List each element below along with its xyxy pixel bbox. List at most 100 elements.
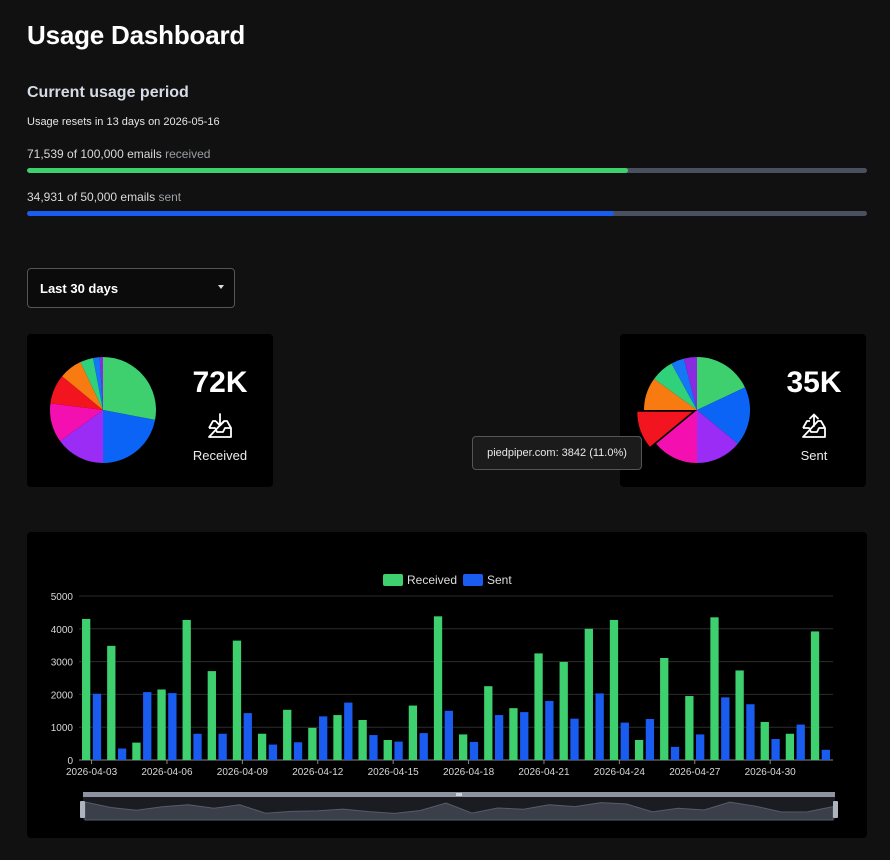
received-pie-slice[interactable] [60,410,103,463]
sent-bar[interactable] [570,718,579,760]
legend-label-received[interactable]: Received [407,573,457,587]
chart-legend[interactable]: Received Sent [383,573,512,587]
sent-pie-slice[interactable] [671,358,697,410]
sent-bar[interactable] [268,744,278,760]
sent-bar[interactable] [369,735,378,760]
received-bar[interactable] [609,619,619,760]
y-tick-label: 2000 [51,690,74,701]
received-bar[interactable] [132,742,141,760]
received-bar[interactable] [283,709,292,760]
sent-pie-slice[interactable] [654,363,697,410]
sent-bar[interactable] [771,739,780,760]
received-bar[interactable] [710,617,719,760]
received-pie-slice[interactable] [50,376,103,410]
y-tick-label: 1000 [51,723,74,734]
received-bar[interactable] [685,696,694,760]
sent-bar[interactable] [344,702,353,760]
received-pie-slice[interactable] [93,357,103,410]
received-bar[interactable] [584,628,593,760]
sent-pie-slice[interactable] [637,411,693,447]
sent-bar[interactable] [419,733,428,760]
sent-bar[interactable] [394,741,403,760]
sent-bar[interactable] [243,713,252,760]
daily-email-bar-chart: Received Sent 0 1000 2000 3000 4000 5000 2026… [51,573,838,821]
sent-bar[interactable] [293,742,303,760]
sent-bar[interactable] [319,716,328,760]
received-pie-slice[interactable] [50,403,103,442]
received-bar[interactable] [358,719,367,760]
received-bar[interactable] [534,653,543,760]
received-bar[interactable] [333,715,342,760]
received-bar[interactable] [82,618,91,760]
sent-pie-slice[interactable] [644,378,697,410]
zoom-handle-left[interactable] [80,801,85,818]
sent-pie-slice[interactable] [697,410,738,463]
sent-bar[interactable] [168,693,177,760]
sent-bar[interactable] [494,715,504,760]
sent-total: 35K [786,366,842,399]
sent-pie-slice[interactable] [697,387,750,444]
received-bar[interactable] [459,734,468,760]
caret-down-icon [218,285,224,289]
legend-label-sent[interactable]: Sent [487,573,512,587]
sent-bar[interactable] [193,733,202,760]
legend-swatch-received[interactable] [383,574,403,586]
received-pie-slice[interactable] [80,357,103,410]
received-pie-slice[interactable] [103,410,156,463]
received-bar[interactable] [509,708,518,760]
received-bar[interactable] [735,670,744,760]
sent-bar[interactable] [520,712,529,760]
received-bar[interactable] [559,661,568,760]
sent-bar[interactable] [721,697,730,760]
x-tick-label: 2026-04-09 [217,767,269,778]
sent-bar[interactable] [545,700,554,760]
sent-suffix: sent [158,190,182,204]
received-bar[interactable] [383,739,392,760]
received-pie-slice[interactable] [99,357,103,410]
received-bar[interactable] [660,657,669,760]
x-tick-label: 2026-04-30 [745,767,797,778]
received-bar[interactable] [433,616,443,760]
sent-bar[interactable] [469,741,479,760]
sent-bar[interactable] [796,724,805,760]
received-pie-slice[interactable] [103,357,156,420]
sent-bar[interactable] [143,692,152,760]
date-range-select[interactable]: Last 30 days [27,268,235,308]
sent-bar[interactable] [645,719,655,760]
sent-bar[interactable] [620,722,629,760]
received-bar[interactable] [107,645,116,760]
received-bar[interactable] [760,721,769,760]
y-tick-label: 4000 [51,625,74,636]
sent-bar[interactable] [92,693,102,760]
sent-pie-slice[interactable] [656,410,697,463]
sent-pie-chart[interactable] [636,351,756,471]
sent-bar[interactable] [444,710,453,760]
sent-pie-slice[interactable] [683,357,697,410]
received-bar[interactable] [810,631,820,760]
received-bar[interactable] [785,733,795,760]
sent-bar[interactable] [670,746,680,760]
zoom-slider-grip-icon[interactable] [456,793,462,796]
received-pie-chart[interactable] [43,351,163,471]
received-bar[interactable] [308,727,317,760]
sent-bar[interactable] [696,734,705,760]
zoom-handle-right[interactable] [833,801,838,818]
zoom-slider[interactable] [80,792,838,821]
received-bar[interactable] [182,619,191,760]
sent-bar[interactable] [595,693,604,760]
sent-bar[interactable] [821,749,830,760]
received-bar[interactable] [484,686,493,760]
received-bar[interactable] [257,733,267,760]
received-pie-slice[interactable] [62,362,103,410]
received-bar[interactable] [408,705,418,760]
sent-pie-slice[interactable] [697,357,745,410]
received-bar[interactable] [232,640,242,760]
legend-swatch-sent[interactable] [463,574,483,586]
received-bar[interactable] [634,739,644,760]
sent-bar[interactable] [746,704,755,760]
received-bar[interactable] [207,671,216,760]
received-bar[interactable] [157,689,166,760]
sent-progress-bar [27,211,867,216]
sent-bar[interactable] [117,748,127,760]
sent-bar[interactable] [218,733,227,760]
